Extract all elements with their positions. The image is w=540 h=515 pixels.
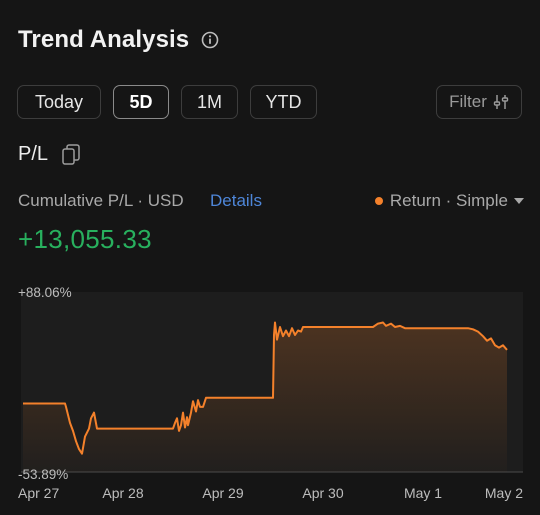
cumulative-pl-label: Cumulative P/L · USD: [18, 191, 184, 210]
sliders-icon: [493, 95, 509, 109]
time-range-tabs: Today 5D 1M YTD: [17, 85, 329, 119]
series-dot-icon: [374, 197, 383, 205]
x-tick-label: Apr 30: [302, 485, 343, 501]
x-tick-label: May 1: [404, 485, 442, 501]
x-tick-label: May 2: [485, 485, 523, 501]
series-line: [23, 321, 508, 455]
caret-down-icon: [514, 198, 524, 204]
cumulative-row: Cumulative P/L · USD Details Return · Si…: [18, 191, 524, 213]
return-mode-dropdown[interactable]: Return · Simple: [374, 191, 524, 211]
header: Trend Analysis: [18, 26, 219, 54]
series-area: [23, 322, 507, 472]
page-title: Trend Analysis: [18, 26, 190, 53]
filter-button[interactable]: Filter: [436, 85, 522, 119]
filter-label: Filter: [449, 92, 487, 111]
tab-ytd[interactable]: YTD: [250, 85, 317, 119]
return-mode-label: Return · Simple: [389, 191, 508, 210]
x-tick-label: Apr 28: [102, 485, 143, 501]
pl-chart[interactable]: +88.06% -53.89% Apr 27 Apr 28 Apr 29 Apr 30…: [0, 270, 540, 515]
tab-today[interactable]: Today: [17, 85, 101, 119]
details-link[interactable]: Details: [210, 191, 262, 210]
cumulative-pl-value: +13,055.33: [18, 224, 152, 254]
tab-1m[interactable]: 1M: [181, 85, 238, 119]
y-tick-label-min: -53.89%: [18, 467, 68, 482]
info-circle-icon[interactable]: [201, 31, 219, 49]
x-tick-label: Apr 27: [18, 485, 59, 501]
tab-5d[interactable]: 5D: [113, 85, 169, 119]
y-tick-label-max: +88.06%: [18, 285, 72, 300]
pl-row: P/L: [18, 143, 81, 166]
copy-icon[interactable]: [61, 143, 81, 166]
pl-label: P/L: [18, 143, 49, 165]
x-tick-label: Apr 29: [202, 485, 243, 501]
x-axis-ticks: Apr 27 Apr 28 Apr 29 Apr 30 May 1 May 2: [18, 485, 523, 501]
